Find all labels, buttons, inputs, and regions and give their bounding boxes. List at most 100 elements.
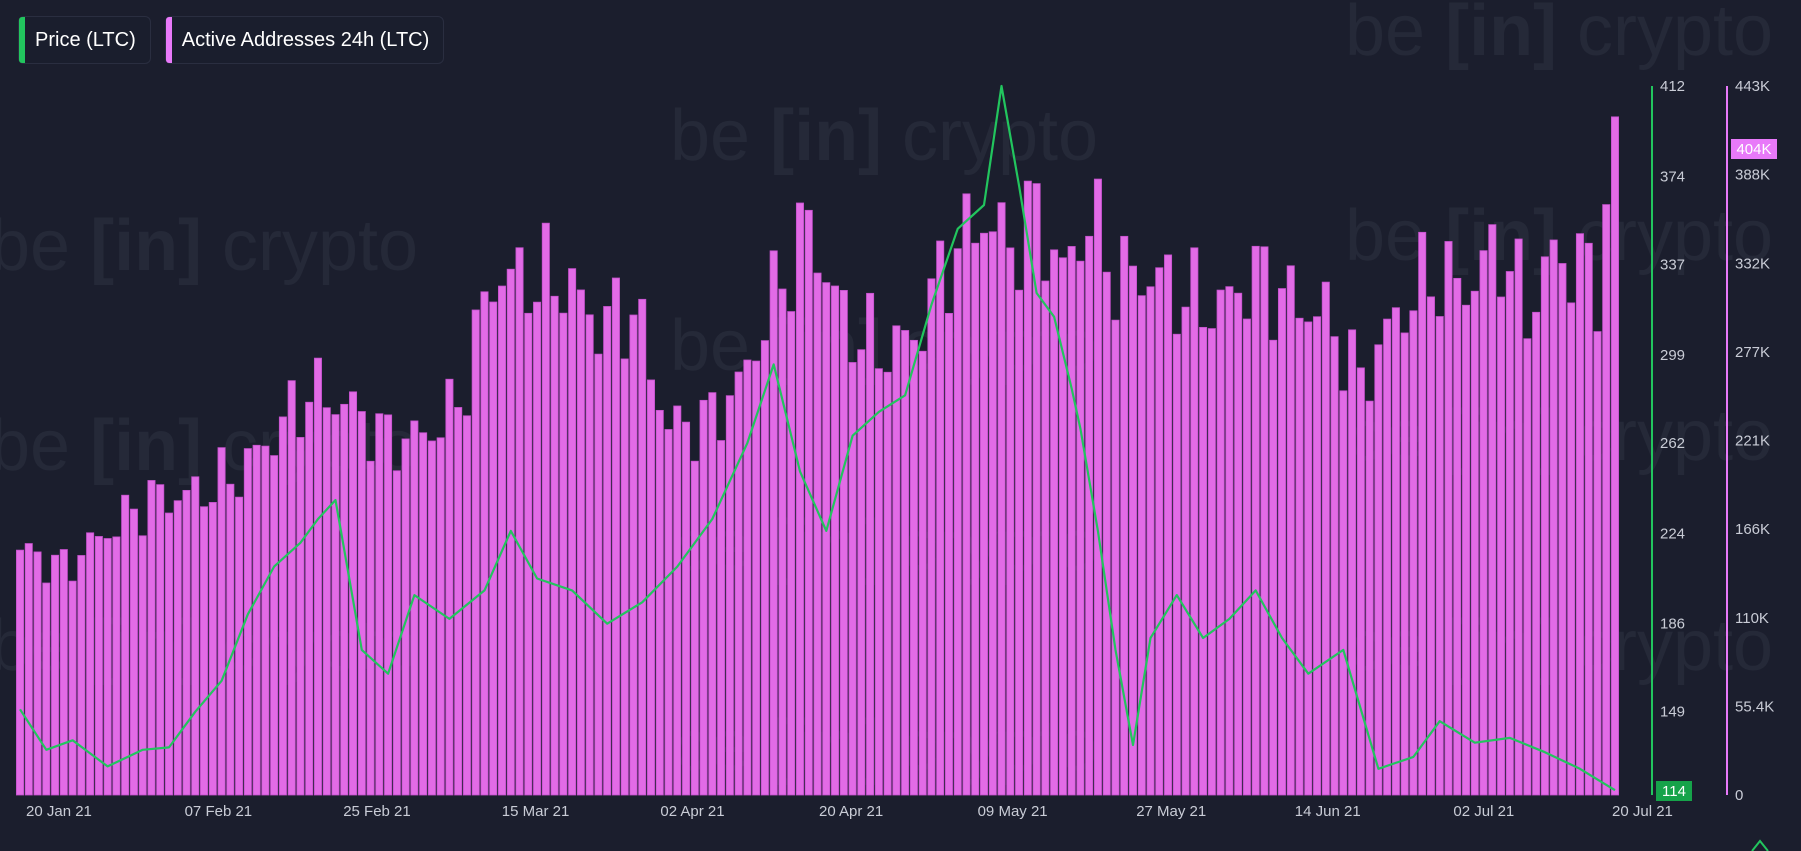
address-bar: [42, 582, 51, 796]
address-bar: [1584, 242, 1593, 796]
address-bar: [1479, 250, 1488, 796]
address-bar: [594, 353, 603, 796]
address-bar: [1321, 281, 1330, 796]
address-bar: [927, 278, 936, 796]
address-bar: [226, 483, 235, 796]
address-bar: [1269, 339, 1278, 796]
address-bar: [1567, 302, 1576, 796]
address-bar: [331, 414, 340, 796]
address-bar: [778, 288, 787, 796]
address-bar: [1391, 307, 1400, 796]
address-bar: [1549, 239, 1558, 796]
addresses-tick-label: 443K: [1735, 78, 1770, 95]
address-bar: [112, 536, 121, 796]
address-bar: [1207, 328, 1216, 796]
address-bar: [1409, 310, 1418, 796]
address-bar: [1093, 178, 1102, 796]
address-bar: [1015, 289, 1024, 796]
price-tick-label: 262: [1660, 435, 1685, 452]
address-bar: [655, 409, 664, 796]
address-bar: [1111, 319, 1120, 796]
address-bar: [278, 416, 287, 796]
address-bar: [1225, 286, 1234, 796]
address-bar: [699, 399, 708, 796]
price-tick-label: 299: [1660, 347, 1685, 364]
address-bar: [1602, 204, 1611, 796]
addresses-tick-label: 221K: [1735, 433, 1770, 450]
watermark-prefix: be: [1345, 0, 1445, 71]
address-bar: [1216, 289, 1225, 796]
address-bar: [1505, 271, 1514, 796]
address-bar: [15, 549, 24, 796]
address-bar: [419, 432, 428, 796]
watermark-mid: [in]: [90, 206, 202, 286]
address-bar: [445, 378, 454, 796]
address-bar: [962, 193, 971, 796]
address-bar: [1383, 318, 1392, 796]
address-bar: [1058, 257, 1067, 796]
address-bar: [1181, 306, 1190, 796]
address-bar: [857, 349, 866, 796]
address-bar: [436, 437, 445, 796]
address-bar: [138, 535, 147, 796]
address-bar: [77, 555, 86, 796]
address-bar: [1488, 224, 1497, 796]
addresses-tick-label: 166K: [1735, 521, 1770, 538]
addresses-tick-label: 0: [1735, 787, 1743, 804]
address-bar: [200, 506, 209, 796]
address-bar: [1085, 235, 1094, 796]
address-bar: [1050, 249, 1059, 796]
address-bar: [576, 289, 585, 796]
address-bar: [831, 285, 840, 796]
watermark-prefix: be: [0, 406, 90, 486]
x-tick-label: 02 Apr 21: [660, 803, 724, 820]
address-bar: [936, 240, 945, 796]
address-bar: [313, 357, 322, 796]
legend-item-active-addresses[interactable]: Active Addresses 24h (LTC): [164, 16, 445, 64]
address-bar: [1444, 241, 1453, 796]
address-bar: [1462, 304, 1471, 796]
legend-item-price[interactable]: Price (LTC): [18, 16, 151, 64]
address-bar: [410, 420, 419, 796]
address-bar: [191, 476, 200, 796]
address-bar: [1023, 180, 1032, 796]
address-bar: [1365, 400, 1374, 796]
address-bar: [156, 484, 165, 796]
address-bar: [68, 580, 77, 796]
address-bar: [550, 295, 559, 796]
addresses-tick-label: 332K: [1735, 255, 1770, 272]
address-bar: [874, 368, 883, 796]
price-tick-label: 224: [1660, 525, 1685, 542]
address-bar: [480, 291, 489, 796]
address-bar: [611, 277, 620, 796]
x-tick-label: 20 Apr 21: [819, 803, 883, 820]
address-bar: [839, 290, 848, 796]
address-bar: [918, 350, 927, 796]
address-bar: [1348, 329, 1357, 796]
addresses-tick-label: 110K: [1735, 610, 1769, 627]
address-bar: [1137, 295, 1146, 796]
address-bar: [533, 301, 542, 796]
address-bar: [498, 285, 507, 796]
x-axis-ticks: 20 Jan 21 07 Feb 21 25 Feb 21 15 Mar 21 02 A…: [26, 803, 1673, 820]
address-bar: [1313, 316, 1322, 796]
address-bar: [515, 247, 524, 796]
watermark-text-5: be [in] crypto: [1345, 196, 1773, 276]
address-bar: [1575, 233, 1584, 796]
watermark-mid: [in]: [1445, 0, 1557, 71]
price-tick-label: 337: [1660, 256, 1685, 273]
address-bar: [1418, 231, 1427, 796]
address-bar: [1339, 390, 1348, 796]
address-bar: [401, 438, 410, 796]
current-price-badge: 114: [1656, 781, 1692, 801]
address-bar: [322, 407, 331, 796]
address-bar: [1286, 265, 1295, 796]
address-bar: [471, 309, 480, 796]
address-bar: [1514, 238, 1523, 796]
addresses-tick-label: 55.4K: [1735, 698, 1774, 715]
legend-label-addresses: Active Addresses 24h (LTC): [181, 28, 430, 51]
address-bar: [51, 554, 60, 796]
address-bar: [682, 421, 691, 796]
x-tick-label: 20 Jan 21: [26, 803, 92, 820]
watermark-suffix: crypto: [1557, 396, 1773, 476]
